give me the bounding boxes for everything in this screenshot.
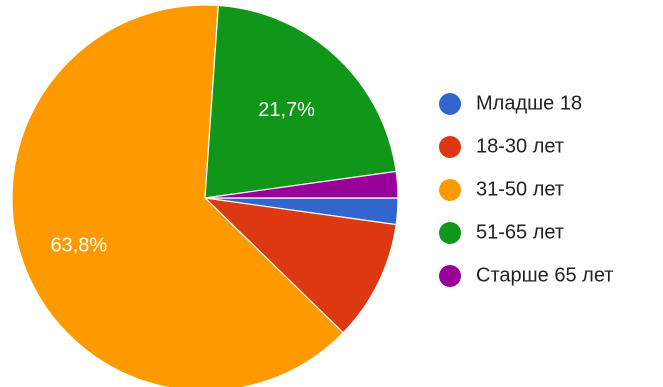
slice-percent-label-51-65-лет: 21,7%	[258, 99, 315, 121]
legend: Младше 18 18-30 лет 31-50 лет 51-65 лет Стар…	[439, 92, 613, 287]
legend-swatch	[439, 136, 461, 158]
pie-slices	[11, 4, 399, 387]
pie-slice-51-65-лет	[204, 4, 397, 199]
legend-label: 18-30 лет	[476, 135, 564, 157]
legend-swatch	[439, 93, 461, 115]
slice-percent-label-31-50-лет: 63,8%	[50, 234, 107, 256]
legend-label: Старше 65 лет	[476, 264, 613, 286]
legend-label: Младше 18	[476, 92, 582, 114]
pie-slice-старше-65-лет	[204, 170, 399, 199]
pie-slice-labels: 63,8% 21,7%	[50, 99, 315, 257]
legend-item-младше-18: Младше 18	[439, 92, 582, 115]
pie-slice-18-30-лет	[204, 197, 397, 334]
legend-swatch	[439, 179, 461, 201]
legend-item-18-30-лет: 18-30 лет	[439, 135, 564, 158]
legend-label: 51-65 лет	[476, 221, 564, 243]
legend-item-51-65-лет: 51-65 лет	[439, 221, 564, 244]
legend-swatch	[439, 265, 461, 287]
legend-label: 31-50 лет	[476, 178, 564, 200]
legend-swatch	[439, 222, 461, 244]
legend-item-старше-65-лет: Старше 65 лет	[439, 264, 613, 287]
legend-item-31-50-лет: 31-50 лет	[439, 178, 564, 201]
